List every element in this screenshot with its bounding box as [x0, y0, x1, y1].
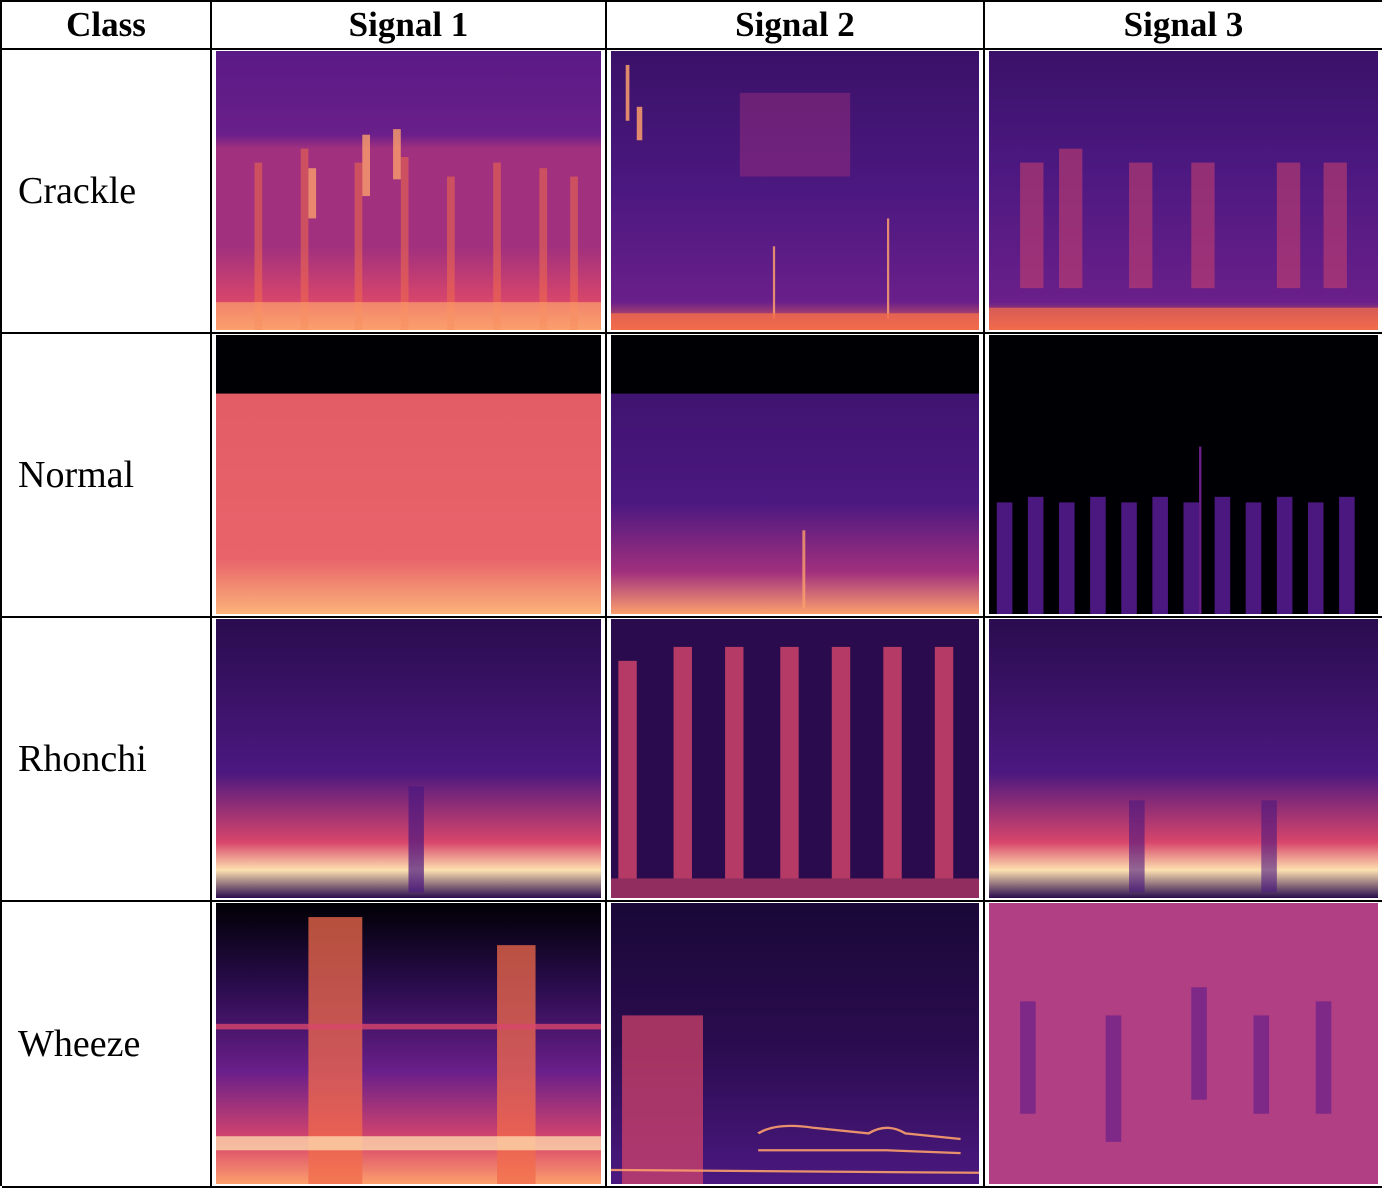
normal-signal-1-spectrogram — [216, 335, 601, 614]
crackle-signal-2-spectrogram — [611, 51, 979, 330]
header-signal-3: Signal 3 — [985, 2, 1382, 50]
header-class: Class — [2, 2, 212, 50]
row-label-normal: Normal — [2, 334, 212, 618]
header-signal-2: Signal 2 — [607, 2, 985, 50]
wheeze-signal-1-spectrogram — [216, 903, 601, 1184]
header-signal-1: Signal 1 — [212, 2, 607, 50]
row-label-crackle: Crackle — [2, 50, 212, 334]
wheeze-signal-2-spectrogram — [611, 903, 979, 1184]
normal-signal-2-spectrogram — [611, 335, 979, 614]
rhonchi-signal-3-spectrogram — [989, 619, 1378, 898]
crackle-signal-3-spectrogram — [989, 51, 1378, 330]
normal-signal-3-spectrogram — [989, 335, 1378, 614]
rhonchi-signal-2-spectrogram — [611, 619, 979, 898]
wheeze-signal-3-spectrogram — [989, 903, 1378, 1184]
crackle-signal-1-spectrogram — [216, 51, 601, 330]
row-label-wheeze: Wheeze — [2, 902, 212, 1188]
row-label-rhonchi: Rhonchi — [2, 618, 212, 902]
rhonchi-signal-1-spectrogram — [216, 619, 601, 898]
